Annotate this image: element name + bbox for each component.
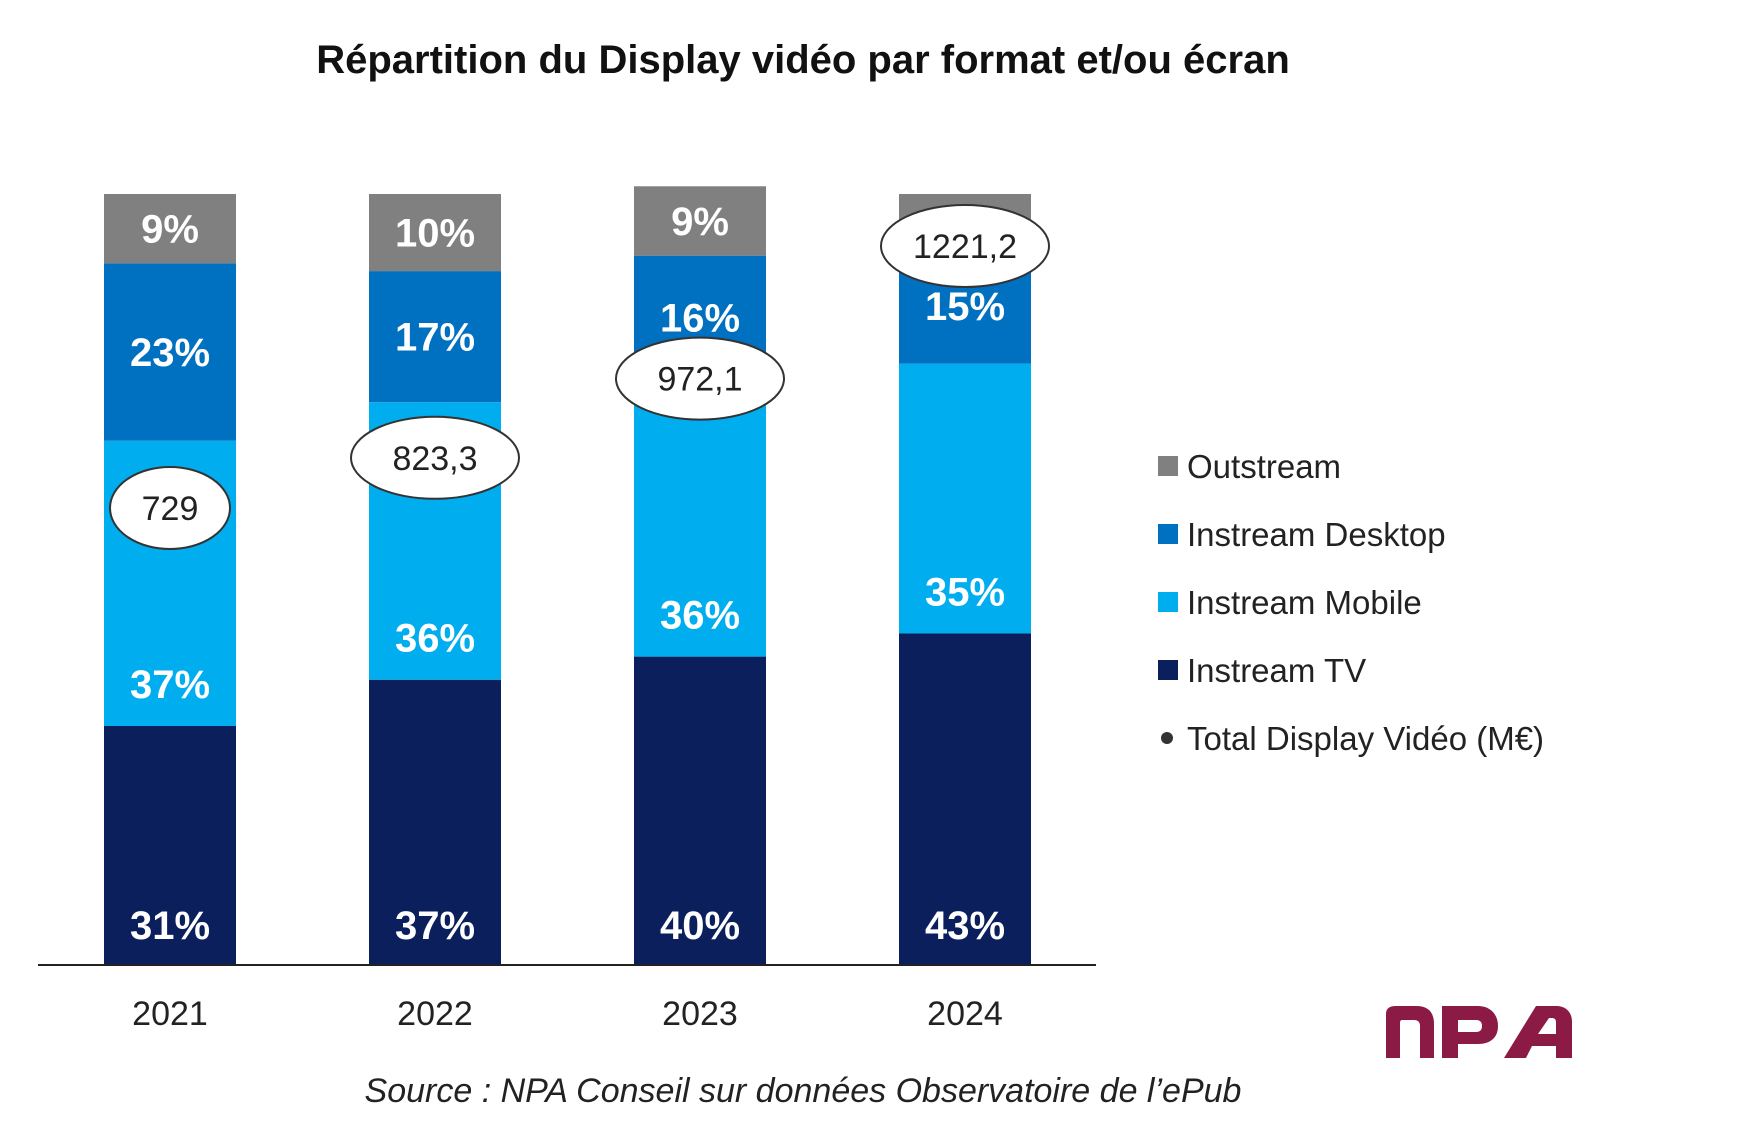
data-label-instream-tv-2023: 40% bbox=[660, 904, 740, 948]
bars-group: 31% 37% 23% 9% 37% 36% 17% 10% 40% 36% 16% 9% 43% 35%… bbox=[104, 186, 1031, 965]
legend-label-instream-tv: Instream TV bbox=[1187, 652, 1366, 689]
data-label-outstream-2023: 9% bbox=[671, 200, 729, 244]
total-label-2022: 823,3 bbox=[392, 440, 477, 478]
legend-label-instream-desktop: Instream Desktop bbox=[1187, 516, 1446, 553]
total-marker-2023 bbox=[615, 336, 785, 421]
total-marker-2024 bbox=[880, 204, 1050, 288]
bar-instream-mobile-2024 bbox=[899, 363, 1031, 634]
total-label-2021: 729 bbox=[142, 490, 199, 528]
data-label-instream-desktop-2021: 23% bbox=[130, 331, 210, 375]
bar-instream-tv-2023 bbox=[634, 656, 766, 965]
legend-swatch-instream-tv bbox=[1158, 660, 1178, 680]
bar-instream-tv-2024 bbox=[899, 633, 1031, 965]
total-marker-2022 bbox=[350, 415, 520, 500]
legend-swatch-outstream bbox=[1158, 456, 1178, 476]
total-label-2024: 1221,2 bbox=[913, 228, 1017, 266]
x-tick-2023: 2023 bbox=[662, 995, 738, 1033]
npa-logo bbox=[1386, 1006, 1572, 1058]
x-tick-2024: 2024 bbox=[927, 995, 1003, 1033]
data-label-instream-desktop-2022: 17% bbox=[395, 316, 475, 360]
bar-instream-tv-2022 bbox=[369, 679, 501, 965]
legend-label-instream-mobile: Instream Mobile bbox=[1187, 584, 1422, 621]
legend-marker-total-display-vid-o-m bbox=[1161, 732, 1173, 744]
bar-outstream-2021 bbox=[104, 194, 236, 264]
legend-label-total-display-vid-o-m: Total Display Vidéo (M€) bbox=[1187, 720, 1544, 757]
data-label-instream-desktop-2024: 15% bbox=[925, 285, 1005, 329]
data-label-instream-tv-2022: 37% bbox=[395, 904, 475, 948]
data-label-instream-mobile-2021: 37% bbox=[130, 663, 210, 707]
x-tick-labels: 2021 2022 2023 2024 bbox=[132, 995, 1003, 1033]
data-label-outstream-2022: 10% bbox=[395, 212, 475, 256]
legend-swatch-instream-mobile bbox=[1158, 592, 1178, 612]
source-note: Source : NPA Conseil sur données Observa… bbox=[365, 1072, 1242, 1110]
total-label-2023: 972,1 bbox=[657, 361, 742, 399]
data-label-instream-tv-2021: 31% bbox=[130, 904, 210, 948]
bar-outstream-2022 bbox=[369, 194, 501, 272]
bar-instream-mobile-2023 bbox=[634, 379, 766, 657]
legend-swatch-instream-desktop bbox=[1158, 524, 1178, 544]
data-label-instream-desktop-2023: 16% bbox=[660, 296, 740, 340]
data-label-instream-tv-2024: 43% bbox=[925, 904, 1005, 948]
data-label-outstream-2021: 9% bbox=[141, 208, 199, 252]
data-label-instream-mobile-2022: 36% bbox=[395, 617, 475, 661]
legend: Outstream Instream Desktop Instream Mobile… bbox=[1158, 448, 1544, 757]
bar-instream-tv-2021 bbox=[104, 725, 236, 965]
bar-instream-desktop-2021 bbox=[104, 263, 236, 441]
bar-outstream-2023 bbox=[634, 186, 766, 256]
x-tick-2021: 2021 bbox=[132, 995, 208, 1033]
data-label-instream-mobile-2024: 35% bbox=[925, 570, 1005, 614]
data-label-instream-mobile-2023: 36% bbox=[660, 594, 740, 638]
x-tick-2022: 2022 bbox=[397, 995, 473, 1033]
legend-label-outstream: Outstream bbox=[1187, 448, 1341, 485]
total-marker-2021 bbox=[109, 466, 231, 550]
chart-title: Répartition du Display vidéo par format … bbox=[316, 38, 1290, 82]
bar-instream-desktop-2022 bbox=[369, 271, 501, 403]
total-markers: 729 823,3 972,1 1221,2 bbox=[109, 204, 1050, 550]
